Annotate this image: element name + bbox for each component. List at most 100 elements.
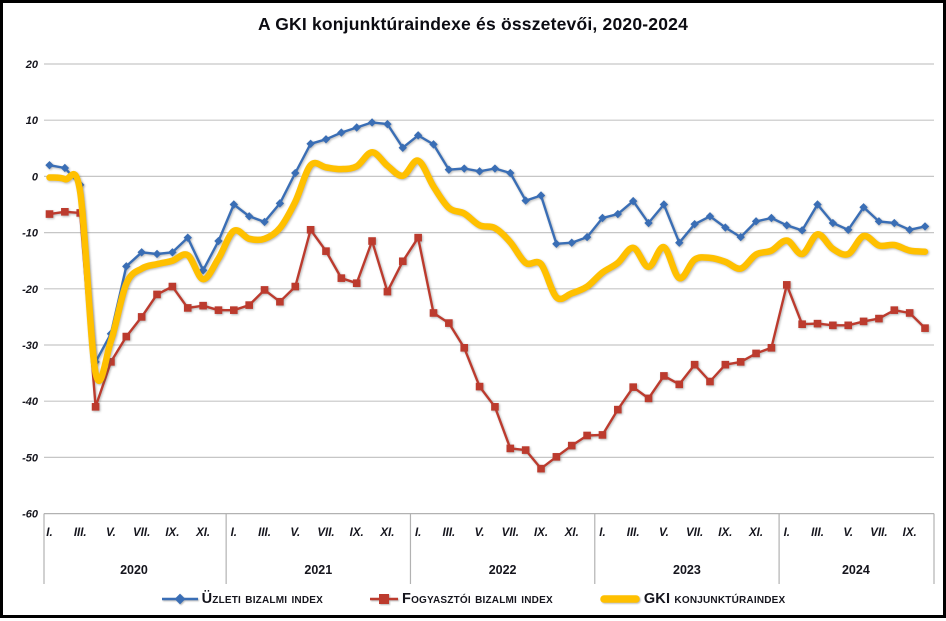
data-point-consumer — [690, 360, 699, 369]
data-point-consumer — [614, 405, 622, 414]
data-point-business — [890, 218, 899, 228]
series-line-business — [48, 121, 927, 364]
data-point-consumer — [552, 453, 561, 461]
data-point-consumer — [537, 464, 545, 473]
data-point-consumer — [798, 320, 806, 329]
data-point-business — [536, 191, 546, 200]
x-tick-label: V. — [290, 527, 300, 539]
y-tick-label: -20 — [22, 284, 39, 296]
y-tick-label: 10 — [26, 115, 39, 127]
x-tick-label: III. — [811, 527, 824, 539]
x-tick-label: I. — [599, 527, 605, 539]
data-point-consumer — [921, 324, 929, 332]
data-point-business — [828, 218, 838, 228]
series-gki — [46, 148, 929, 384]
legend-label-consumer: Fogyasztói bizalmi index — [402, 591, 553, 607]
y-tick-label: 0 — [32, 171, 39, 183]
year-label: 2021 — [304, 563, 332, 577]
legend-label-business: Üzleti bizalmi index — [201, 591, 324, 607]
data-point-business — [721, 223, 730, 232]
x-tick-label: IX. — [165, 527, 179, 539]
data-point-consumer — [445, 319, 453, 327]
x-tick-label: I. — [231, 527, 237, 539]
x-tick-label: VII. — [686, 527, 703, 539]
x-tick-label: I. — [415, 527, 421, 539]
data-point-consumer — [214, 306, 223, 314]
data-point-business — [152, 249, 162, 259]
data-point-business — [168, 248, 177, 257]
data-point-consumer — [414, 233, 422, 242]
data-point-business — [782, 221, 791, 230]
x-tick-label: IX. — [350, 527, 364, 539]
data-point-business — [398, 143, 407, 152]
data-point-business — [628, 196, 638, 206]
y-tick-label: 20 — [25, 59, 39, 71]
data-point-business — [767, 213, 776, 223]
data-point-business — [675, 238, 684, 247]
x-tick-label: XI. — [379, 527, 394, 539]
data-point-consumer — [276, 297, 284, 306]
data-point-business — [490, 164, 500, 173]
y-tick-label: -50 — [22, 452, 39, 464]
data-point-business — [705, 212, 715, 221]
data-point-consumer — [583, 431, 591, 440]
data-point-business — [429, 140, 438, 149]
year-label: 2022 — [489, 563, 517, 577]
data-point-consumer — [199, 301, 207, 310]
x-tick-label: V. — [843, 527, 853, 539]
year-label: 2020 — [120, 563, 148, 577]
data-point-consumer — [905, 309, 914, 317]
data-point-business — [690, 219, 699, 229]
data-point-consumer — [475, 382, 484, 391]
data-point-consumer — [567, 441, 576, 450]
data-point-business — [859, 203, 868, 212]
data-point-consumer — [260, 286, 269, 294]
data-point-consumer — [291, 282, 300, 291]
data-point-business — [460, 164, 469, 173]
data-point-business — [260, 217, 269, 227]
data-point-consumer — [153, 290, 161, 299]
data-point-consumer — [245, 301, 253, 309]
series-line-consumer — [48, 210, 927, 470]
data-point-business — [122, 262, 131, 271]
data-point-business — [244, 212, 254, 221]
data-point-consumer — [137, 313, 146, 321]
data-point-business — [920, 222, 930, 231]
data-point-business — [598, 213, 607, 223]
data-point-consumer — [506, 444, 515, 453]
data-point-consumer — [598, 431, 607, 439]
x-tick-label: III. — [442, 527, 455, 539]
data-point-business — [352, 123, 361, 132]
x-tick-label: VII. — [133, 527, 150, 539]
legend-label-gki: GKI konjunktúraindex — [643, 591, 786, 607]
legend-item-consumer: Fogyasztói bizalmi index — [369, 591, 553, 607]
data-point-business — [444, 165, 454, 174]
year-label: 2023 — [673, 563, 701, 577]
data-point-consumer — [721, 360, 730, 369]
chart-title: A GKI konjunktúraindexe és összetevői, 2… — [257, 14, 689, 34]
x-tick-label: V. — [475, 527, 485, 539]
data-point-business — [367, 118, 377, 127]
data-point-business — [413, 131, 423, 140]
data-point-consumer — [875, 314, 883, 323]
x-tick-label: V. — [659, 527, 669, 539]
x-tick-label: III. — [627, 527, 640, 539]
data-point-business — [844, 225, 853, 234]
data-point-business — [659, 200, 669, 209]
data-point-business — [45, 160, 54, 170]
data-point-business — [321, 135, 331, 144]
y-tick-label: -60 — [22, 509, 39, 521]
data-point-business — [613, 209, 623, 219]
data-point-consumer — [61, 208, 69, 216]
data-point-consumer — [813, 319, 822, 328]
data-point-business — [644, 218, 653, 228]
year-label: 2024 — [842, 563, 870, 577]
business-line-diamond-icon — [161, 593, 198, 605]
x-tick-label: XI. — [748, 527, 763, 539]
series-consumer — [45, 208, 929, 473]
data-point-business — [797, 226, 807, 235]
data-point-consumer — [660, 372, 668, 380]
data-point-consumer — [736, 358, 745, 366]
legend-item-business: Üzleti bizalmi index — [161, 591, 323, 607]
data-point-consumer — [629, 383, 637, 391]
